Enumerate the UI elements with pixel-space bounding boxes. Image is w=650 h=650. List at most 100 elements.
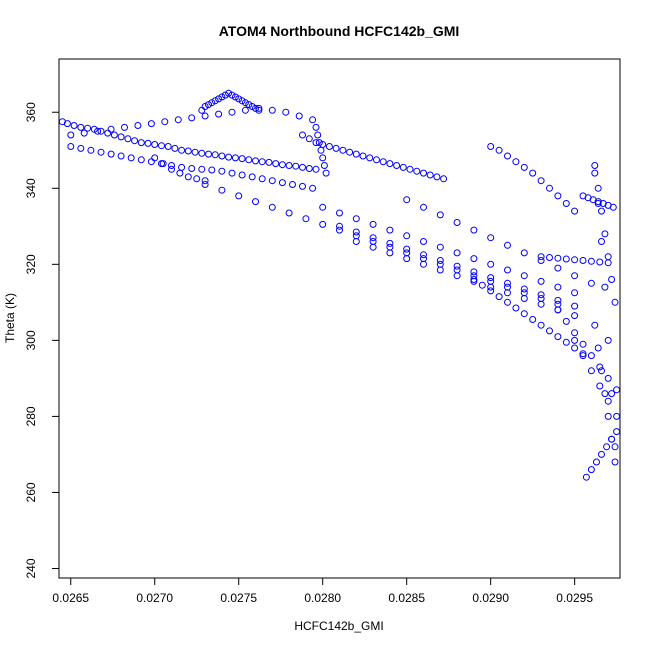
data-point [137, 156, 145, 164]
data-point [285, 162, 293, 169]
data-point [80, 129, 88, 137]
data-point [504, 279, 511, 287]
data-point [420, 238, 427, 245]
data-point [420, 251, 427, 259]
data-point [379, 158, 387, 166]
data-point [611, 298, 619, 306]
data-point [591, 169, 599, 177]
data-point [554, 264, 562, 272]
data-point [289, 181, 296, 188]
data-point [604, 412, 612, 420]
data-point [151, 141, 159, 148]
data-point [319, 154, 327, 162]
data-point [596, 258, 604, 266]
data-point [184, 147, 192, 155]
data-point [571, 272, 579, 280]
data-point [255, 106, 263, 114]
data-point [609, 203, 617, 211]
data-point [312, 139, 320, 147]
data-point [238, 155, 246, 163]
data-point [582, 473, 590, 481]
data-point [352, 150, 360, 158]
data-point [571, 207, 579, 215]
data-point [420, 260, 427, 268]
data-point [325, 143, 333, 150]
data-point [470, 255, 478, 263]
y-axis: 240 260 280 300 320 340 360 [24, 102, 59, 579]
x-axis-label: HCFC142b_GMI [294, 619, 383, 633]
y-tick-label: 280 [24, 406, 38, 426]
data-point [554, 296, 562, 304]
x-tick-label: 0.0270 [136, 591, 173, 605]
y-tick-label: 320 [24, 254, 38, 274]
data-point [487, 260, 495, 268]
data-point [470, 268, 478, 276]
data-point [608, 276, 616, 283]
data-point [366, 154, 374, 162]
data-point [554, 254, 562, 262]
data-point [245, 101, 253, 109]
data-point [554, 333, 562, 341]
data-point [546, 327, 553, 335]
data-point [537, 300, 545, 308]
data-point [147, 158, 155, 166]
data-point [537, 277, 545, 285]
data-point [562, 200, 570, 207]
data-point [201, 181, 209, 188]
data-point [97, 127, 105, 135]
data-point [171, 144, 179, 152]
data-point [184, 173, 192, 181]
data-point [604, 397, 612, 405]
data-point [218, 186, 226, 194]
data-point [121, 123, 128, 131]
data-point [520, 163, 528, 171]
data-point [433, 173, 441, 181]
data-point [504, 241, 511, 249]
data-point [436, 257, 444, 264]
data-point [608, 390, 616, 398]
data-point [97, 148, 105, 156]
data-point [369, 243, 377, 251]
data-point [436, 266, 444, 274]
data-point [238, 171, 246, 179]
data-point [320, 162, 328, 169]
data-point [211, 97, 219, 105]
data-point [110, 131, 118, 139]
data-point [77, 123, 85, 131]
data-point [504, 289, 511, 297]
data-point [201, 177, 209, 185]
y-axis-label: Theta (K) [3, 293, 17, 343]
data-point [67, 131, 75, 139]
data-point [231, 154, 239, 162]
data-point [537, 291, 545, 299]
data-point [336, 222, 343, 230]
data-point [598, 207, 605, 215]
data-point [117, 133, 125, 141]
data-point [352, 215, 360, 223]
data-point [478, 281, 486, 289]
data-point [587, 466, 595, 474]
data-point [571, 329, 579, 337]
data-point [426, 171, 434, 179]
data-point [403, 232, 411, 240]
data-point [268, 177, 276, 185]
data-point [315, 139, 323, 147]
data-point [594, 184, 602, 192]
data-point [319, 220, 327, 228]
data-point [188, 114, 196, 122]
data-point [587, 352, 595, 360]
data-point [258, 158, 266, 166]
data-point [117, 152, 125, 160]
data-point [144, 139, 152, 147]
data-point [453, 262, 461, 270]
data-point [453, 249, 461, 257]
data-point [127, 154, 135, 162]
data-point [322, 169, 330, 177]
data-point [546, 184, 553, 192]
data-point [386, 226, 394, 234]
data-point [178, 163, 186, 171]
data-point [529, 169, 537, 177]
data-point [579, 257, 587, 264]
data-point [554, 192, 562, 200]
data-point [596, 363, 604, 371]
